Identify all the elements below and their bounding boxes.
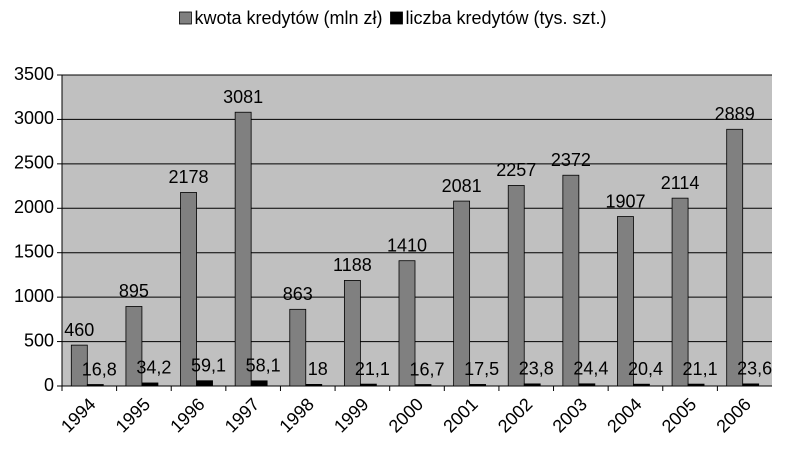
legend-swatch — [390, 11, 403, 25]
x-tick-label: 1996 — [166, 394, 208, 436]
bar — [289, 308, 307, 387]
data-label: 16,8 — [82, 359, 117, 379]
bar — [234, 111, 252, 387]
data-label: 21,1 — [683, 359, 718, 379]
data-label: 18 — [308, 359, 328, 379]
data-label: 17,5 — [464, 359, 499, 379]
data-label: 3081 — [223, 87, 263, 107]
x-tick-label: 2003 — [549, 394, 591, 436]
y-tick-label: 2000 — [14, 197, 54, 217]
data-label: 863 — [283, 284, 313, 304]
bar — [180, 192, 197, 387]
bar — [196, 380, 213, 387]
data-label: 34,2 — [136, 358, 171, 378]
plot-area — [62, 75, 772, 386]
legend-swatch — [179, 11, 192, 25]
data-label: 2081 — [442, 176, 482, 196]
bar — [687, 383, 705, 387]
bar — [507, 185, 525, 387]
data-label: 23,6 — [737, 359, 772, 379]
legend-label: kwota kredytów (mln zł) — [194, 8, 382, 28]
y-tick-label: 0 — [44, 375, 54, 395]
x-tick-label: 1994 — [57, 394, 99, 436]
x-tick-label: 1997 — [221, 394, 263, 436]
bar — [726, 128, 744, 387]
data-label: 2889 — [715, 104, 755, 124]
data-label: 2257 — [496, 160, 536, 180]
data-label: 1907 — [605, 191, 645, 211]
bar — [633, 383, 650, 387]
data-label: 20,4 — [628, 359, 663, 379]
bar — [742, 383, 760, 387]
legend-label: liczba kredytów (tys. szt.) — [406, 8, 607, 28]
data-label: 58,1 — [246, 356, 281, 376]
data-label: 1188 — [333, 255, 372, 275]
x-tick-label: 1998 — [275, 394, 317, 436]
bar — [86, 384, 104, 387]
y-tick-label: 3500 — [14, 64, 54, 84]
bar — [453, 200, 471, 387]
data-label: 895 — [119, 281, 149, 301]
data-label: 460 — [64, 320, 94, 340]
bar — [250, 380, 268, 387]
bar — [671, 197, 689, 387]
x-tick-label: 2002 — [494, 394, 536, 436]
y-tick-label: 500 — [24, 330, 54, 350]
x-tick-label: 1999 — [330, 394, 372, 436]
y-tick-label: 3000 — [14, 108, 54, 128]
x-tick-label: 2000 — [385, 394, 427, 436]
bar — [70, 344, 88, 387]
data-label: 23,8 — [519, 359, 554, 379]
x-tick-label: 2001 — [439, 394, 481, 436]
x-tick-label: 2005 — [658, 394, 700, 436]
bar — [562, 174, 580, 387]
bar — [141, 382, 159, 387]
x-tick-label: 2006 — [712, 394, 754, 436]
bar — [414, 384, 432, 387]
data-label: 2114 — [661, 173, 700, 193]
bar — [359, 383, 377, 387]
data-label: 2178 — [169, 167, 209, 187]
bar — [305, 384, 323, 387]
bar — [125, 306, 143, 387]
bar — [617, 216, 634, 387]
legend: kwota kredytów (mln zł) liczba kredytów (… — [179, 8, 607, 28]
data-label: 2372 — [551, 150, 591, 170]
x-tick-label: 2004 — [603, 394, 645, 436]
bar — [469, 384, 487, 387]
y-tick-label: 2500 — [14, 153, 54, 173]
x-tick-label: 1995 — [112, 394, 154, 436]
data-label: 21,1 — [355, 359, 390, 379]
bar — [343, 280, 361, 387]
bar — [398, 260, 416, 387]
y-tick-label: 1500 — [14, 241, 54, 261]
data-label: 16,7 — [409, 359, 444, 379]
data-label: 59,1 — [191, 355, 226, 375]
bar — [578, 383, 596, 387]
data-label: 1410 — [387, 235, 427, 255]
data-label: 24,4 — [573, 359, 608, 379]
bar — [523, 383, 541, 387]
y-tick-label: 1000 — [14, 286, 54, 306]
